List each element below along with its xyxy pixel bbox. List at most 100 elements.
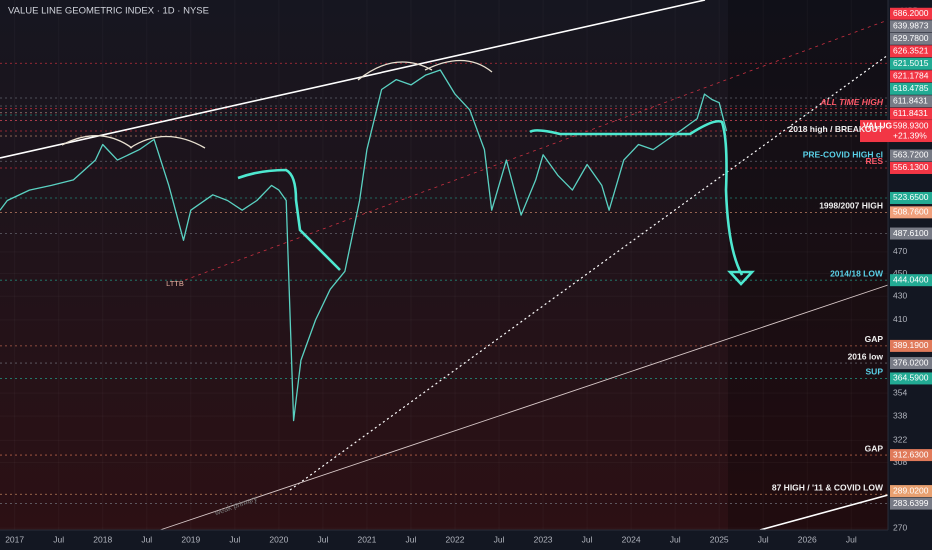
- x-tick-label: Jul: [582, 534, 593, 544]
- x-tick-label: Jul: [670, 534, 681, 544]
- x-tick-label: 2025: [710, 534, 729, 544]
- y-tick-label: 430: [893, 290, 907, 300]
- badge-value: 508.7600: [893, 207, 929, 217]
- badge-value: 598.9300: [893, 120, 929, 130]
- y-tick-label: 322: [893, 435, 907, 445]
- price-badge: [890, 206, 932, 219]
- x-tick-label: 2024: [622, 534, 641, 544]
- price-badge: [890, 95, 932, 108]
- projection-drawing: [237, 119, 755, 286]
- badge-value: 611.8431: [893, 108, 928, 118]
- channel-line: [159, 284, 889, 531]
- level-note: GAP: [865, 443, 884, 453]
- level-note: SUP: [866, 367, 884, 377]
- x-tick-label: 2023: [534, 534, 553, 544]
- y-tick-label: 354: [893, 387, 907, 397]
- badge-value: 621.1784: [893, 71, 929, 81]
- y-tick-label: 410: [893, 314, 907, 324]
- badge-value: 639.9873: [893, 21, 929, 31]
- y-tick-label: 470: [893, 246, 907, 256]
- x-tick-label: 2018: [93, 534, 112, 544]
- channel-line-lower: [759, 494, 889, 531]
- x-tick-label: Jul: [494, 534, 505, 544]
- price-badge: [890, 227, 932, 240]
- x-tick-label: Jul: [317, 534, 328, 544]
- x-tick-label: 2017: [5, 534, 24, 544]
- plot-background: [0, 0, 888, 530]
- price-badge: [890, 32, 932, 45]
- badge-value: 364.5900: [893, 373, 929, 383]
- price-badge: [890, 57, 932, 70]
- price-badge: [890, 82, 932, 95]
- badge-value: 312.6300: [893, 449, 929, 459]
- x-tick-label: 2021: [357, 534, 376, 544]
- price-badge: [890, 357, 932, 370]
- level-note: 2018 high / BREAKOUT: [789, 124, 884, 134]
- level-note: ALL TIME HIGH: [819, 97, 884, 107]
- trendline: [0, 0, 706, 159]
- axes: 470 450 430 410 354 338 322 308 270 2017 Jul 2018 Ju…: [5, 7, 932, 544]
- price-badge: [890, 497, 932, 510]
- badge-value: 618.4785: [893, 83, 929, 93]
- badge-value: 611.8431: [893, 96, 928, 106]
- badge-value: 629.7800: [893, 33, 929, 43]
- x-tick-label: 2020: [269, 534, 288, 544]
- plot: [0, 69, 728, 422]
- levels: [0, 62, 888, 504]
- x-tick-label: Jul: [758, 534, 769, 544]
- price-badge: [890, 485, 932, 498]
- chart-title: VALUE LINE GEOMETRIC INDEX · 1D · NYSE: [8, 6, 209, 17]
- price-badge: [890, 7, 932, 20]
- level-note: 87 HIGH / '11 & COVID LOW: [772, 482, 884, 492]
- badge-value: 556.1300: [893, 162, 929, 172]
- price-badge: [890, 45, 932, 58]
- y-tick-label: 450: [893, 268, 907, 278]
- x-tick-label: 2022: [446, 534, 465, 544]
- x-tick-label: Jul: [229, 534, 240, 544]
- time-axis: [0, 530, 888, 550]
- level-note: 2014/18 LOW: [830, 268, 884, 278]
- level-note: GAP: [865, 334, 884, 344]
- price-line: [0, 69, 728, 422]
- price-badge: [890, 339, 932, 352]
- level-note: 1998/2007 HIGH: [819, 201, 883, 211]
- x-tick-label: Jul: [141, 534, 152, 544]
- arcs: [61, 59, 493, 149]
- x-tick-label: Jul: [406, 534, 417, 544]
- level-note: RES: [866, 156, 884, 166]
- badge-value: 376.0200: [893, 357, 929, 367]
- badge-value: 487.6100: [893, 228, 929, 238]
- badge-value: 523.6500: [893, 192, 929, 202]
- y-tick-label: 308: [893, 457, 907, 467]
- x-tick-label: Jul: [53, 534, 64, 544]
- trendline-red: [184, 19, 889, 281]
- y-tick-label: 270: [893, 522, 907, 532]
- level-note: 2016 low: [848, 351, 884, 361]
- x-tick-label: 2026: [798, 534, 817, 544]
- badge-change: +21.39%: [893, 130, 927, 140]
- badge-value: 621.5015: [893, 58, 929, 68]
- trendline-dotted: [289, 54, 889, 491]
- future-shade: [728, 0, 888, 530]
- badge-name: VALUG: [863, 120, 893, 130]
- x-tick-label: Jul: [846, 534, 857, 544]
- badge-value: 389.1900: [893, 340, 929, 350]
- price-badge: [890, 274, 932, 287]
- price-badge: [890, 449, 932, 462]
- price-badge: [890, 372, 932, 385]
- badge-value: 283.6399: [893, 498, 929, 508]
- annotation: LTTB: [166, 279, 184, 288]
- badge-value: 563.7200: [893, 150, 929, 160]
- y-tick-label: 338: [893, 410, 907, 420]
- price-badge: [890, 20, 932, 33]
- price-badge: [890, 191, 932, 204]
- x-tick-label: 2019: [181, 534, 200, 544]
- badge-value: 686.2000: [893, 8, 929, 18]
- price-badge: [890, 107, 932, 120]
- price-badge: [890, 149, 932, 162]
- badge-value: 444.0400: [893, 274, 929, 284]
- badge-value: 626.3521: [893, 46, 929, 56]
